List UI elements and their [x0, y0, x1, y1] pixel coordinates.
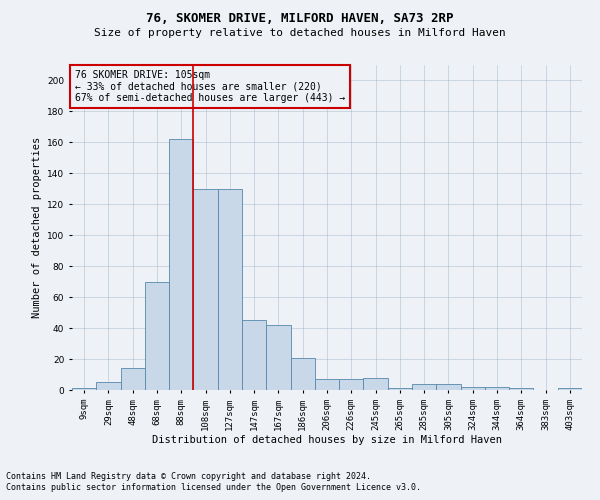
- Bar: [266, 325, 290, 390]
- Bar: [169, 140, 193, 390]
- Bar: [315, 379, 339, 390]
- Bar: [558, 388, 582, 390]
- Text: Contains public sector information licensed under the Open Government Licence v3: Contains public sector information licen…: [6, 484, 421, 492]
- Bar: [436, 384, 461, 390]
- Bar: [218, 189, 242, 390]
- Bar: [72, 388, 96, 390]
- Bar: [339, 379, 364, 390]
- Bar: [145, 282, 169, 390]
- Bar: [509, 388, 533, 390]
- Text: 76 SKOMER DRIVE: 105sqm
← 33% of detached houses are smaller (220)
67% of semi-d: 76 SKOMER DRIVE: 105sqm ← 33% of detache…: [74, 70, 345, 103]
- Bar: [193, 189, 218, 390]
- Bar: [412, 384, 436, 390]
- Text: Contains HM Land Registry data © Crown copyright and database right 2024.: Contains HM Land Registry data © Crown c…: [6, 472, 371, 481]
- Y-axis label: Number of detached properties: Number of detached properties: [32, 137, 41, 318]
- Bar: [121, 368, 145, 390]
- Bar: [388, 388, 412, 390]
- Bar: [485, 387, 509, 390]
- Bar: [364, 378, 388, 390]
- Bar: [96, 382, 121, 390]
- X-axis label: Distribution of detached houses by size in Milford Haven: Distribution of detached houses by size …: [152, 436, 502, 446]
- Bar: [242, 320, 266, 390]
- Text: 76, SKOMER DRIVE, MILFORD HAVEN, SA73 2RP: 76, SKOMER DRIVE, MILFORD HAVEN, SA73 2R…: [146, 12, 454, 26]
- Text: Size of property relative to detached houses in Milford Haven: Size of property relative to detached ho…: [94, 28, 506, 38]
- Bar: [290, 358, 315, 390]
- Bar: [461, 387, 485, 390]
